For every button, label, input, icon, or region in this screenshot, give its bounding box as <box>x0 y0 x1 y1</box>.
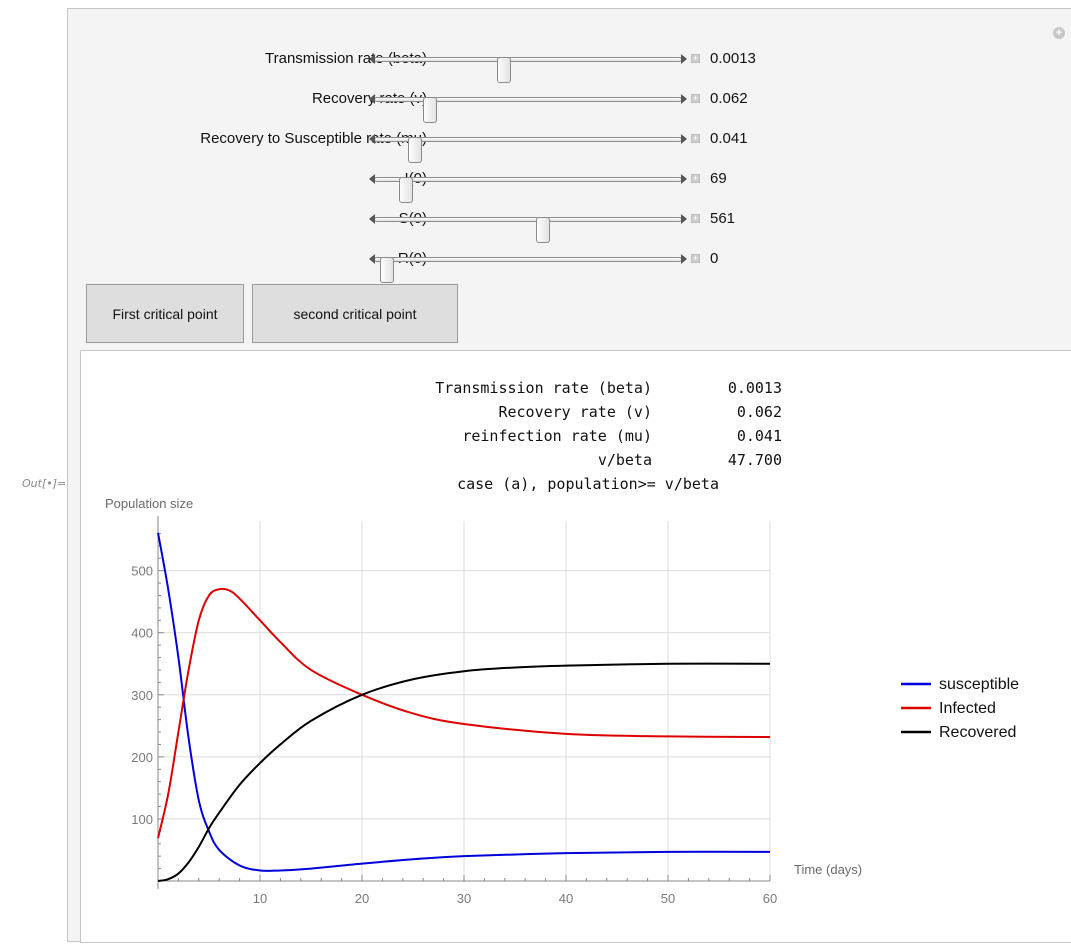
slider-track[interactable] <box>369 174 687 203</box>
x-tick-label: 40 <box>559 891 573 906</box>
slider-thumb[interactable] <box>496 57 511 83</box>
y-tick-label: 400 <box>131 626 153 641</box>
slider-thumb[interactable] <box>536 217 551 243</box>
slider-track[interactable] <box>369 134 687 163</box>
slider-expand-icon[interactable]: + <box>691 253 700 263</box>
info-row: v/beta 47.700 <box>81 451 1071 471</box>
info-row: Recovery rate (v) 0.062 <box>81 403 1071 423</box>
slider-expand-icon[interactable]: + <box>691 93 700 103</box>
slider-value: 69 <box>710 170 727 187</box>
x-tick-label: 20 <box>355 891 369 906</box>
slider-track[interactable] <box>369 254 687 283</box>
slider-label: Transmission rate (beta) <box>265 50 427 67</box>
info-row: reinfection rate (mu) 0.041 <box>81 427 1071 447</box>
x-tick-label: 30 <box>457 891 471 906</box>
manipulate-panel: + Transmission rate (beta) + 0.0013 Reco… <box>67 8 1071 943</box>
slider-track[interactable] <box>369 94 687 123</box>
output-pane: Transmission rate (beta) 0.0013 Recovery… <box>80 350 1071 943</box>
info-row: case (a), population>= v/beta <box>81 475 1071 495</box>
y-tick-label: 200 <box>131 750 153 765</box>
slider-value: 0.062 <box>710 90 748 107</box>
legend-label: Recovered <box>939 724 1016 741</box>
slider-expand-icon[interactable]: + <box>691 173 700 183</box>
slider-value: 0 <box>710 250 719 267</box>
first-critical-point-button[interactable]: First critical point <box>86 284 244 343</box>
options-plus-icon[interactable]: + <box>1053 27 1065 39</box>
x-tick-label: 10 <box>253 891 267 906</box>
slider-row-recovery: Recovery rate (v) + 0.062 <box>68 87 1071 123</box>
info-value: 0.0013 <box>727 379 782 397</box>
y-tick-label: 100 <box>131 812 153 827</box>
slider-row-beta: Transmission rate (beta) + 0.0013 <box>68 47 1071 83</box>
series-line-recovered <box>157 662 771 882</box>
slider-value: 561 <box>710 210 736 227</box>
info-key: reinfection rate (mu) <box>462 427 652 445</box>
series-line-infected <box>157 587 771 839</box>
y-tick-label: 500 <box>131 564 153 579</box>
slider-track[interactable] <box>369 54 687 83</box>
info-value: 0.062 <box>736 403 782 421</box>
x-axis-label: Time (days) <box>794 862 862 877</box>
second-critical-point-button[interactable]: second critical point <box>252 284 458 343</box>
y-axis-label: Population size <box>105 496 193 511</box>
case-text: case (a), population>= v/beta <box>457 475 719 493</box>
slider-value: 0.0013 <box>710 50 756 67</box>
output-label: Out[•]= <box>22 477 67 490</box>
slider-thumb[interactable] <box>398 177 413 203</box>
y-tick-label: 300 <box>131 688 153 703</box>
info-key: Recovery rate (v) <box>498 403 652 421</box>
slider-expand-icon[interactable]: + <box>691 133 700 143</box>
legend-label: susceptible <box>939 676 1019 693</box>
slider-thumb[interactable] <box>423 97 438 123</box>
slider-row-r0: R(0) + 0 <box>68 247 1071 283</box>
slider-expand-icon[interactable]: + <box>691 213 700 223</box>
slider-expand-icon[interactable]: + <box>691 53 700 63</box>
x-tick-label: 50 <box>661 891 675 906</box>
slider-row-mu: Recovery to Susceptible rate (mu) + 0.04… <box>68 127 1071 163</box>
slider-thumb[interactable] <box>407 137 422 163</box>
slider-row-i0: I(0) + 69 <box>68 167 1071 203</box>
info-value: 47.700 <box>727 451 782 469</box>
info-key: v/beta <box>597 451 652 469</box>
slider-value: 0.041 <box>710 130 748 147</box>
x-tick-label: 60 <box>763 891 777 906</box>
slider-thumb[interactable] <box>380 257 395 283</box>
series-line-susceptible <box>157 532 771 872</box>
info-value: 0.041 <box>736 427 782 445</box>
info-key: Transmission rate (beta) <box>435 379 652 397</box>
info-row: Transmission rate (beta) 0.0013 <box>81 379 1071 399</box>
slider-track[interactable] <box>369 214 687 243</box>
legend-label: Infected <box>939 700 996 717</box>
sir-population-chart: 10 20 30 40 50 60 100 200 300 400 500 Population si… <box>105 496 1019 906</box>
slider-row-s0: S(0) + 561 <box>68 207 1071 243</box>
